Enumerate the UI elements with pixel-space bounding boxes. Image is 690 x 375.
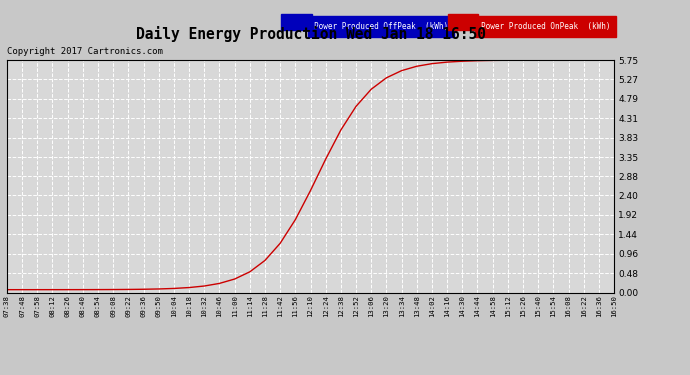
- Legend: Power Produced OffPeak  (kWh), Power Produced OnPeak  (kWh): Power Produced OffPeak (kWh), Power Prod…: [281, 22, 610, 31]
- Text: Daily Energy Production Wed Jan 18 16:50: Daily Energy Production Wed Jan 18 16:50: [135, 26, 486, 42]
- Text: Copyright 2017 Cartronics.com: Copyright 2017 Cartronics.com: [7, 47, 163, 56]
